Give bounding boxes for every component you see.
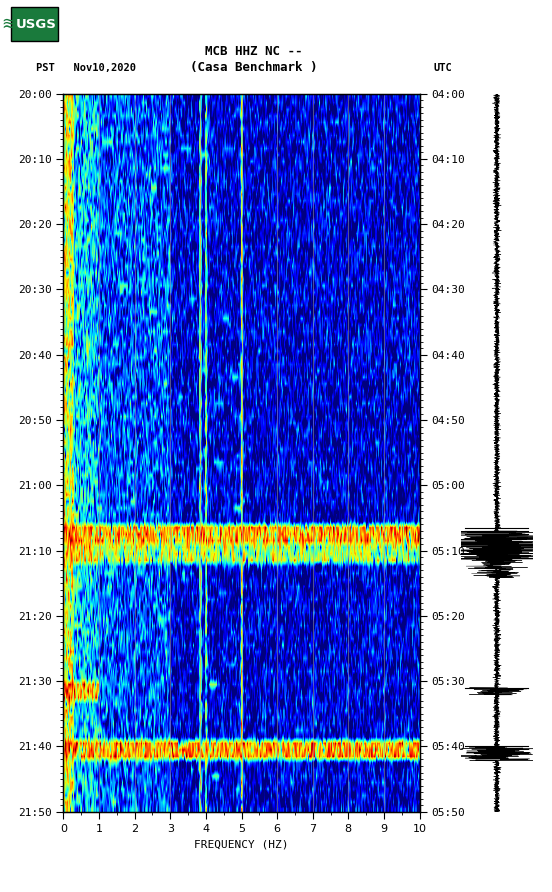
Text: UTC: UTC xyxy=(433,62,452,73)
Text: (Casa Benchmark ): (Casa Benchmark ) xyxy=(190,62,317,74)
Text: PST   Nov10,2020: PST Nov10,2020 xyxy=(36,62,136,73)
X-axis label: FREQUENCY (HZ): FREQUENCY (HZ) xyxy=(194,839,289,849)
Text: MCB HHZ NC --: MCB HHZ NC -- xyxy=(205,45,302,58)
FancyBboxPatch shape xyxy=(11,7,58,41)
Text: USGS: USGS xyxy=(15,18,56,31)
Text: ≋: ≋ xyxy=(1,15,15,33)
